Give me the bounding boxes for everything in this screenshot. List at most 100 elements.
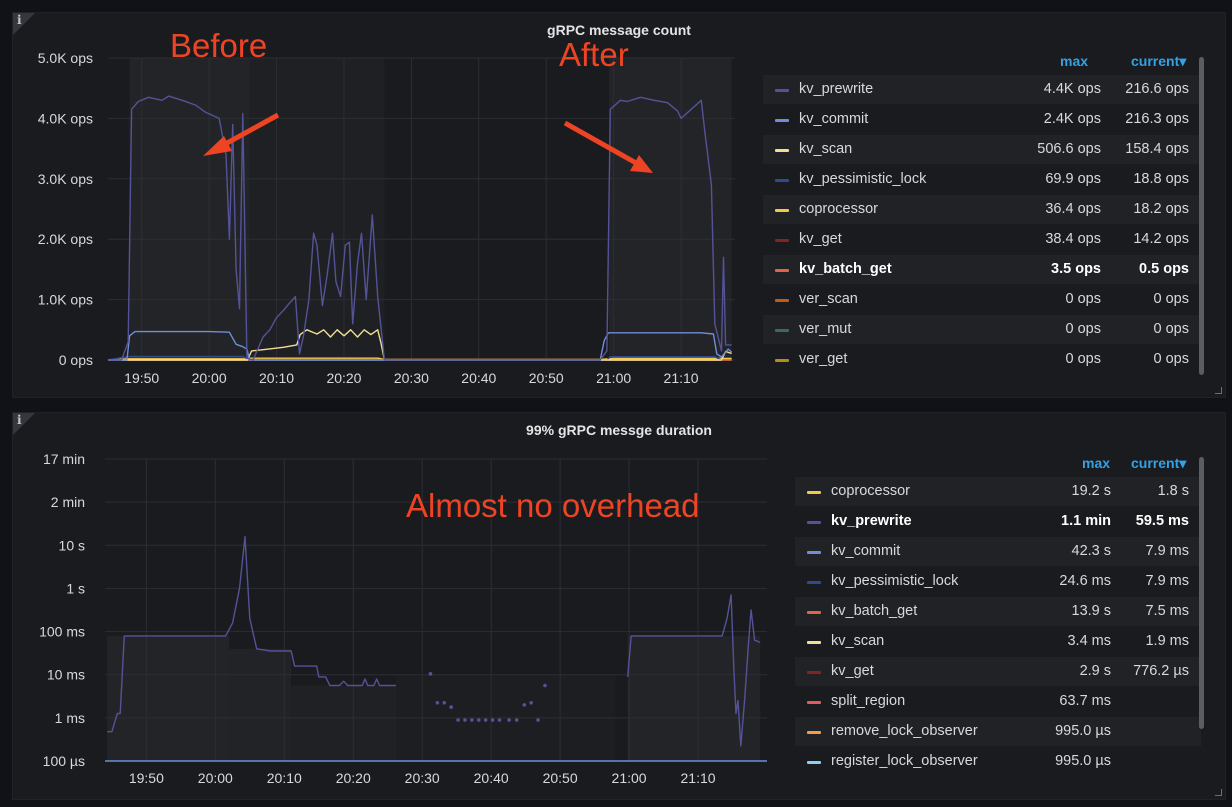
x-tick-label: 20:50: [543, 770, 578, 786]
legend-color-swatch[interactable]: [807, 641, 821, 644]
legend-color-swatch[interactable]: [807, 581, 821, 584]
legend-row-register_lock_observer[interactable]: register_lock_observer 995.0 µs: [795, 747, 1201, 776]
legend-current-value: 1.9 ms: [1145, 633, 1189, 649]
legend-color-swatch[interactable]: [775, 209, 789, 212]
message-duration-chart: 100 µs 1 ms 10 ms 100 ms 1 s 10 s 2 min 17 min 1…: [39, 451, 767, 786]
legend-row-kv_get[interactable]: kv_get 38.4 ops 14.2 ops: [763, 225, 1201, 254]
y-tick-label: 10 ms: [47, 667, 85, 683]
legend-current-value: 0.5 ops: [1139, 261, 1189, 277]
legend-max-value: 0 ops: [1065, 351, 1101, 367]
legend-series-name: kv_get: [831, 663, 874, 679]
legend-color-swatch[interactable]: [775, 239, 789, 242]
legend-header-max[interactable]: max: [1082, 455, 1111, 471]
series-line-kv_prewrite: [107, 536, 761, 747]
legend-series-name: kv_commit: [799, 111, 869, 127]
resize-handle[interactable]: [1215, 387, 1222, 394]
info-icon[interactable]: i: [13, 13, 35, 35]
resize-handle[interactable]: [1215, 789, 1222, 796]
legend-current-value: 18.2 ops: [1133, 201, 1189, 217]
legend-series-name: kv_prewrite: [831, 513, 912, 529]
data-point: [536, 718, 540, 722]
y-tick-label: 1 s: [66, 580, 85, 596]
legend-color-swatch[interactable]: [775, 359, 789, 362]
legend-color-swatch[interactable]: [775, 119, 789, 122]
legend-max-value: 38.4 ops: [1045, 231, 1101, 247]
legend-series-name: kv_batch_get: [831, 603, 918, 619]
legend-row-kv_prewrite[interactable]: kv_prewrite 1.1 min 59.5 ms: [795, 507, 1201, 536]
legend-row-ver_mut[interactable]: ver_mut 0 ops 0 ops: [763, 315, 1201, 344]
legend-color-swatch[interactable]: [807, 701, 821, 704]
y-tick-label: 4.0K ops: [38, 110, 93, 126]
legend-row-split_region[interactable]: split_region 63.7 ms: [795, 687, 1201, 716]
legend-color-swatch[interactable]: [775, 299, 789, 302]
legend-row-kv_commit[interactable]: kv_commit 2.4K ops 216.3 ops: [763, 105, 1201, 134]
legend-series-name: kv_pessimistic_lock: [831, 573, 959, 589]
legend-row-kv_scan[interactable]: kv_scan 506.6 ops 158.4 ops: [763, 135, 1201, 164]
info-icon[interactable]: i: [13, 413, 35, 435]
panel-title[interactable]: 99% gRPC messge duration: [526, 422, 712, 438]
legend-scrollbar[interactable]: [1199, 57, 1204, 375]
legend-row-kv_get[interactable]: kv_get 2.9 s 776.2 µs: [795, 657, 1201, 686]
x-tick-label: 21:10: [664, 370, 699, 386]
legend-color-swatch[interactable]: [807, 491, 821, 494]
panel-title[interactable]: gRPC message count: [547, 22, 691, 38]
legend-max-value: 3.5 ops: [1051, 261, 1101, 277]
legend-row-kv_pessimistic_lock[interactable]: kv_pessimistic_lock 69.9 ops 18.8 ops: [763, 165, 1201, 194]
legend-color-swatch[interactable]: [775, 269, 789, 272]
data-point: [497, 718, 502, 722]
legend-series-name: kv_scan: [799, 141, 853, 157]
data-region: [608, 58, 732, 360]
data-point: [490, 718, 495, 722]
x-tick-label: 20:40: [474, 770, 509, 786]
legend-max-value: 0 ops: [1065, 321, 1101, 337]
legend-row-coprocessor[interactable]: coprocessor 19.2 s 1.8 s: [795, 477, 1201, 506]
legend-header-max[interactable]: max: [1060, 53, 1089, 69]
legend-row-coprocessor[interactable]: coprocessor 36.4 ops 18.2 ops: [763, 195, 1201, 224]
data-point: [507, 718, 511, 722]
legend-row-kv_prewrite[interactable]: kv_prewrite 4.4K ops 216.6 ops: [763, 75, 1201, 104]
legend-color-swatch[interactable]: [775, 179, 789, 182]
legend-row-ver_scan[interactable]: ver_scan 0 ops 0 ops: [763, 285, 1201, 314]
legend-row-kv_pessimistic_lock[interactable]: kv_pessimistic_lock 24.6 ms 7.9 ms: [795, 567, 1201, 596]
legend-row-kv_batch_get[interactable]: kv_batch_get 13.9 s 7.5 ms: [795, 597, 1201, 626]
legend-color-swatch[interactable]: [807, 671, 821, 674]
x-tick-label: 20:40: [461, 370, 496, 386]
data-point: [428, 672, 433, 676]
legend-row-ver_get[interactable]: ver_get 0 ops 0 ops: [763, 345, 1201, 374]
legend-color-swatch[interactable]: [807, 551, 821, 554]
legend-color-swatch[interactable]: [775, 89, 789, 92]
data-region: [291, 685, 397, 761]
annotation-before: Before: [170, 27, 268, 64]
legend-color-swatch[interactable]: [807, 611, 821, 614]
legend-series-name: register_lock_observer: [831, 753, 978, 769]
legend-color-swatch[interactable]: [807, 731, 821, 734]
message-count-panel: i gRPC message count 0 ops 1.0K ops 2.0K o…: [12, 12, 1226, 398]
legend-current-value: 7.9 ms: [1145, 573, 1189, 589]
x-tick-label: 20:30: [394, 370, 429, 386]
legend-scrollbar[interactable]: [1199, 457, 1204, 729]
legend-row-kv_batch_get[interactable]: kv_batch_get 3.5 ops 0.5 ops: [763, 255, 1201, 284]
legend-current-value: 216.6 ops: [1125, 81, 1189, 97]
arrow-before: [203, 112, 280, 156]
legend-color-swatch[interactable]: [775, 329, 789, 332]
y-tick-label: 0 ops: [59, 352, 93, 368]
legend-series-name: coprocessor: [799, 201, 878, 217]
series-line-kv_prewrite: [108, 95, 732, 361]
legend-color-swatch[interactable]: [775, 149, 789, 152]
legend-series-name: ver_get: [799, 351, 848, 367]
legend-series-name: kv_pessimistic_lock: [799, 171, 927, 187]
legend-row-remove_lock_observer[interactable]: remove_lock_observer 995.0 µs: [795, 717, 1201, 746]
y-tick-label: 100 µs: [43, 753, 85, 769]
legend-series-name: ver_mut: [799, 321, 852, 337]
legend-header-current[interactable]: current▾: [1131, 455, 1187, 471]
legend-row-kv_scan[interactable]: kv_scan 3.4 ms 1.9 ms: [795, 627, 1201, 656]
data-point: [442, 700, 447, 705]
legend-header-current[interactable]: current▾: [1131, 53, 1187, 69]
message-count-chart: 0 ops 1.0K ops 2.0K ops 3.0K ops 4.0K ops 5.0…: [38, 50, 735, 386]
legend-current-value: 158.4 ops: [1125, 141, 1189, 157]
y-tick-label: 100 ms: [39, 624, 85, 640]
legend-color-swatch[interactable]: [807, 761, 821, 764]
legend-color-swatch[interactable]: [807, 521, 821, 524]
data-point: [470, 718, 474, 722]
legend-row-kv_commit[interactable]: kv_commit 42.3 s 7.9 ms: [795, 537, 1201, 566]
